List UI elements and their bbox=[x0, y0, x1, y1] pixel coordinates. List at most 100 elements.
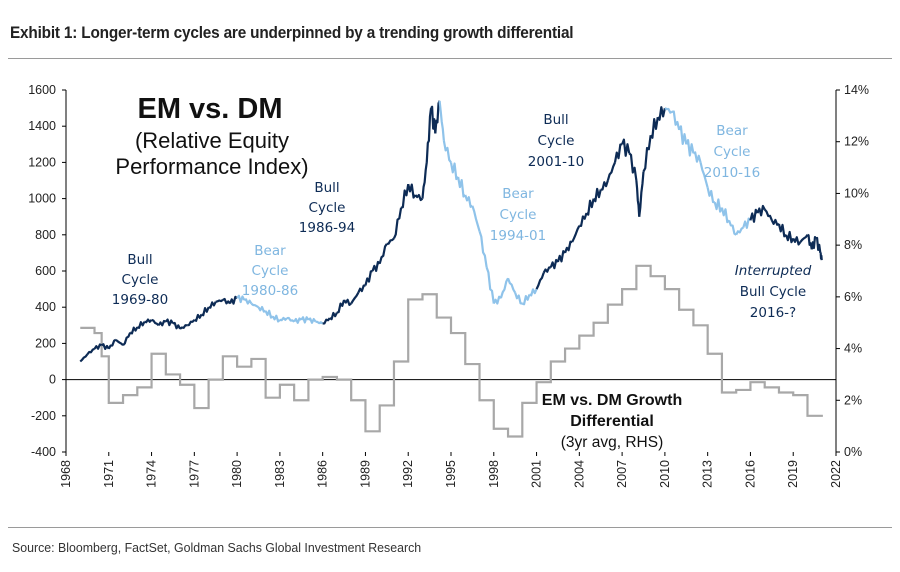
cycle-label-2001-10: Bull Cycle 2001-10 bbox=[528, 112, 584, 170]
bull-cycle-segment bbox=[222, 297, 231, 305]
bull-cycle-segment bbox=[434, 100, 441, 134]
bull-cycle-segment bbox=[407, 183, 417, 199]
bull-cycle-segment bbox=[621, 138, 631, 157]
x-tick-label: 2016 bbox=[743, 460, 757, 488]
bull-cycle-segment bbox=[556, 250, 566, 263]
x-tick-label: 1971 bbox=[102, 460, 116, 488]
bull-cycle-segment bbox=[136, 321, 146, 329]
bull-cycle-segment bbox=[564, 240, 573, 254]
svg-text:2001-10: 2001-10 bbox=[528, 154, 584, 170]
bear-cycle-segment bbox=[742, 217, 752, 229]
bull-cycle-segment bbox=[350, 292, 360, 305]
left-tick-label: 1200 bbox=[28, 155, 56, 169]
bear-cycle-segment bbox=[735, 226, 744, 236]
x-tick-label: 1986 bbox=[316, 460, 330, 488]
bull-cycle-segment bbox=[535, 272, 545, 290]
bull-cycle-segment bbox=[193, 313, 203, 322]
bull-cycle-segment bbox=[606, 161, 616, 181]
x-tick-label: 2004 bbox=[572, 460, 586, 488]
bear-cycle-segment bbox=[271, 314, 281, 323]
bull-cycle-segment bbox=[115, 338, 124, 347]
bull-cycle-segment bbox=[215, 299, 224, 303]
bull-cycle-segment bbox=[425, 107, 433, 163]
bottom-divider bbox=[8, 527, 892, 528]
x-tick-label: 2022 bbox=[829, 460, 843, 488]
x-tick-label: 1977 bbox=[187, 460, 201, 488]
bull-cycle-segment bbox=[613, 143, 623, 163]
subtitle-line-2: Performance Index) bbox=[115, 154, 308, 179]
svg-text:Cycle: Cycle bbox=[252, 263, 289, 279]
x-tick-label: 2001 bbox=[530, 460, 544, 488]
left-tick-label: 1400 bbox=[28, 119, 56, 133]
x-tick-label: 2019 bbox=[786, 460, 800, 488]
bear-cycle-segment bbox=[438, 100, 445, 141]
x-tick-label: 1995 bbox=[444, 460, 458, 488]
cycle-label-1986-94: Bull Cycle 1986-94 bbox=[299, 180, 355, 236]
right-tick-label: 4% bbox=[844, 342, 862, 356]
left-tick-label: 600 bbox=[35, 264, 56, 278]
bear-cycle-segment bbox=[293, 317, 302, 324]
bull-cycle-segment bbox=[549, 258, 559, 270]
bear-cycle-segment bbox=[449, 162, 459, 181]
cycle-label-1994-01: Bear Cycle 1994-01 bbox=[490, 186, 546, 244]
bull-cycle-segment bbox=[208, 301, 217, 309]
bear-cycle-segment bbox=[279, 316, 288, 322]
bear-cycle-segment bbox=[671, 110, 681, 131]
x-tick-label: 1983 bbox=[273, 460, 287, 488]
bull-cycle-segment bbox=[807, 233, 813, 250]
bear-cycle-segment bbox=[257, 305, 267, 313]
bull-cycle-segment bbox=[430, 105, 437, 134]
left-tick-label: 0 bbox=[49, 373, 56, 387]
svg-text:Bull: Bull bbox=[127, 252, 152, 268]
headline-label: EM vs. DM bbox=[137, 93, 282, 125]
bear-cycle-segment bbox=[286, 316, 295, 323]
left-tick-label: 200 bbox=[35, 336, 56, 350]
bull-cycle-segment bbox=[785, 230, 795, 244]
right-tick-label: 8% bbox=[844, 238, 862, 252]
svg-text:2016-?: 2016-? bbox=[750, 305, 796, 321]
x-tick-label: 1998 bbox=[487, 460, 501, 488]
svg-text:Cycle: Cycle bbox=[714, 144, 751, 160]
svg-text:Cycle: Cycle bbox=[538, 133, 575, 149]
svg-text:1980-86: 1980-86 bbox=[242, 283, 298, 299]
bull-cycle-segment bbox=[107, 338, 117, 350]
bull-cycle-segment bbox=[763, 208, 773, 221]
svg-text:Interrupted: Interrupted bbox=[735, 263, 812, 279]
cycle-label-2010-16: Bear Cycle 2010-16 bbox=[704, 123, 760, 181]
subtitle-line-1: (Relative Equity bbox=[135, 128, 289, 153]
right-tick-label: 12% bbox=[844, 135, 869, 149]
bull-cycle-segment bbox=[329, 311, 338, 321]
bull-cycle-segment bbox=[592, 187, 602, 203]
bull-cycle-segment bbox=[144, 318, 153, 324]
bull-cycle-segment bbox=[656, 106, 666, 121]
bear-cycle-segment bbox=[464, 194, 473, 208]
bear-cycle-segment bbox=[250, 302, 260, 309]
bull-cycle-segment bbox=[151, 318, 160, 327]
bull-cycle-segment bbox=[228, 295, 238, 305]
svg-text:Cycle: Cycle bbox=[309, 200, 346, 216]
x-tick-label: 1989 bbox=[358, 460, 372, 488]
bull-cycle-segment bbox=[756, 204, 766, 217]
bull-cycle-segment bbox=[86, 347, 95, 355]
left-tick-label: 400 bbox=[35, 300, 56, 314]
left-tick-label: 1600 bbox=[28, 83, 56, 97]
x-tick-label: 2007 bbox=[615, 460, 629, 488]
svg-text:1994-01: 1994-01 bbox=[490, 228, 546, 244]
bear-cycle-segment bbox=[457, 176, 466, 198]
bear-cycle-segment bbox=[713, 198, 723, 213]
em-dm-chart: 1600 1400 1200 1000 800 600 400 200 0 -200 -400 14… bbox=[28, 83, 869, 488]
bull-cycle-segment bbox=[364, 269, 373, 286]
bull-cycle-segment bbox=[638, 171, 645, 217]
x-tick-label: 1968 bbox=[59, 460, 73, 488]
bear-cycle-segment bbox=[315, 320, 324, 325]
bear-cycle-segment bbox=[507, 277, 517, 294]
bull-cycle-segment bbox=[400, 183, 410, 209]
svg-text:Bull Cycle: Bull Cycle bbox=[740, 284, 807, 300]
bull-cycle-segment bbox=[770, 218, 780, 226]
svg-text:Bear: Bear bbox=[502, 186, 534, 202]
cycle-label-1969-80: Bull Cycle 1969-80 bbox=[112, 252, 168, 308]
bear-cycle-segment bbox=[236, 294, 246, 304]
bear-cycle-segment bbox=[692, 151, 702, 163]
svg-text:Cycle: Cycle bbox=[500, 207, 537, 223]
svg-text:1969-80: 1969-80 bbox=[112, 292, 168, 308]
